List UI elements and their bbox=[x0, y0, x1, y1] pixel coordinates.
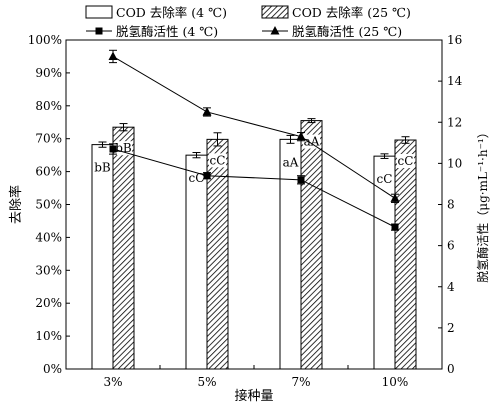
square-marker bbox=[391, 223, 399, 231]
bar-label-4c: cC bbox=[377, 172, 393, 186]
bar-label-25c: aA bbox=[304, 135, 320, 149]
lines-layer bbox=[108, 49, 400, 231]
bar-label-bg bbox=[209, 153, 226, 168]
right-axis-tick-label: 0 bbox=[447, 362, 455, 376]
square-marker bbox=[297, 176, 305, 184]
legend-triangle-marker bbox=[270, 26, 280, 35]
right-axis-tick-label: 2 bbox=[447, 321, 455, 335]
axes-layer: 0% 10% 20% 30% 40% 50% 60% 70% 80% 90% 100% 0 2 4 6 8 10… bbox=[8, 33, 490, 404]
bar-label-bg bbox=[397, 154, 414, 169]
x-axis-tick-label: 7% bbox=[291, 375, 310, 389]
left-axis-tick-label: 10% bbox=[35, 329, 62, 343]
bar-cod-4c bbox=[279, 138, 302, 370]
left-axis-title: 去除率 bbox=[8, 185, 24, 224]
right-axis-tick-label: 10 bbox=[447, 156, 462, 170]
bar-cod-4c bbox=[185, 154, 208, 370]
right-axis-tick-label: 4 bbox=[447, 280, 455, 294]
bar-label-25c: cC bbox=[398, 154, 414, 168]
left-axis-tick-label: 30% bbox=[35, 263, 62, 277]
x-axis-tick-label: 10% bbox=[382, 375, 409, 389]
triangle-marker bbox=[202, 106, 212, 116]
left-axis-tick-label: 50% bbox=[35, 198, 62, 212]
legend-swatch bbox=[261, 5, 289, 19]
left-axis-tick-label: 70% bbox=[35, 132, 62, 146]
legend-label: COD 去除率 (25 ℃) bbox=[292, 5, 411, 20]
x-axis-title: 接种量 bbox=[234, 388, 273, 404]
bar-cod-25c bbox=[394, 139, 417, 370]
right-axis-tick-label: 8 bbox=[447, 198, 455, 212]
series-line bbox=[112, 56, 396, 199]
bar-cod-4c bbox=[91, 144, 114, 370]
triangle-marker bbox=[108, 51, 118, 60]
bar-label-25c: cC bbox=[210, 153, 226, 167]
left-axis-tick-label: 20% bbox=[35, 296, 62, 310]
right-axis-tick-label: 16 bbox=[447, 33, 462, 47]
left-axis-tick-label: 100% bbox=[28, 33, 62, 47]
left-axis-tick-label: 60% bbox=[35, 165, 62, 179]
square-marker bbox=[203, 172, 211, 180]
bar-label-4c: bB bbox=[94, 161, 111, 175]
legend-swatch bbox=[85, 5, 113, 19]
legend-label: COD 去除率 (4 ℃) bbox=[116, 5, 227, 20]
right-axis-tick-label: 14 bbox=[447, 74, 463, 88]
bars-layer: bB bB cC cC aA aA cC cC bbox=[91, 118, 417, 370]
bar-label-25c: bB bbox=[115, 141, 132, 155]
legend-label: 脱氢酶活性 (25 ℃) bbox=[292, 24, 402, 39]
right-axis-tick-label: 12 bbox=[447, 115, 462, 129]
legend: COD 去除率 (4 ℃) COD 去除率 (25 ℃) 脱氢酶活性 (4 ℃) 脱氢… bbox=[85, 5, 411, 39]
x-axis-tick-label: 3% bbox=[103, 375, 122, 389]
bar-label-4c: aA bbox=[283, 155, 299, 169]
triangle-marker bbox=[390, 193, 400, 202]
right-axis-tick-label: 6 bbox=[447, 239, 455, 253]
left-axis-tick-label: 0% bbox=[43, 362, 62, 376]
bar-cod-25c bbox=[112, 126, 135, 370]
bar-label-bg bbox=[303, 134, 320, 149]
legend-label: 脱氢酶活性 (4 ℃) bbox=[116, 24, 218, 39]
right-axis-title: 脱氢酶活性（μg·mL⁻¹·h⁻¹） bbox=[475, 126, 490, 282]
left-axis-tick-label: 90% bbox=[35, 66, 62, 80]
bar-label-bg bbox=[115, 141, 132, 156]
left-axis-tick-label: 80% bbox=[35, 99, 62, 113]
bar-cod-4c bbox=[373, 155, 396, 370]
triangle-marker bbox=[296, 131, 306, 141]
legend-square-marker bbox=[95, 27, 103, 35]
bar-cod-25c bbox=[300, 120, 323, 370]
left-axis-tick-label: 40% bbox=[35, 230, 62, 244]
bar-label-4c: cC bbox=[189, 171, 205, 185]
square-marker bbox=[109, 145, 117, 153]
series-line bbox=[112, 148, 396, 228]
x-axis-tick-label: 5% bbox=[197, 375, 216, 389]
